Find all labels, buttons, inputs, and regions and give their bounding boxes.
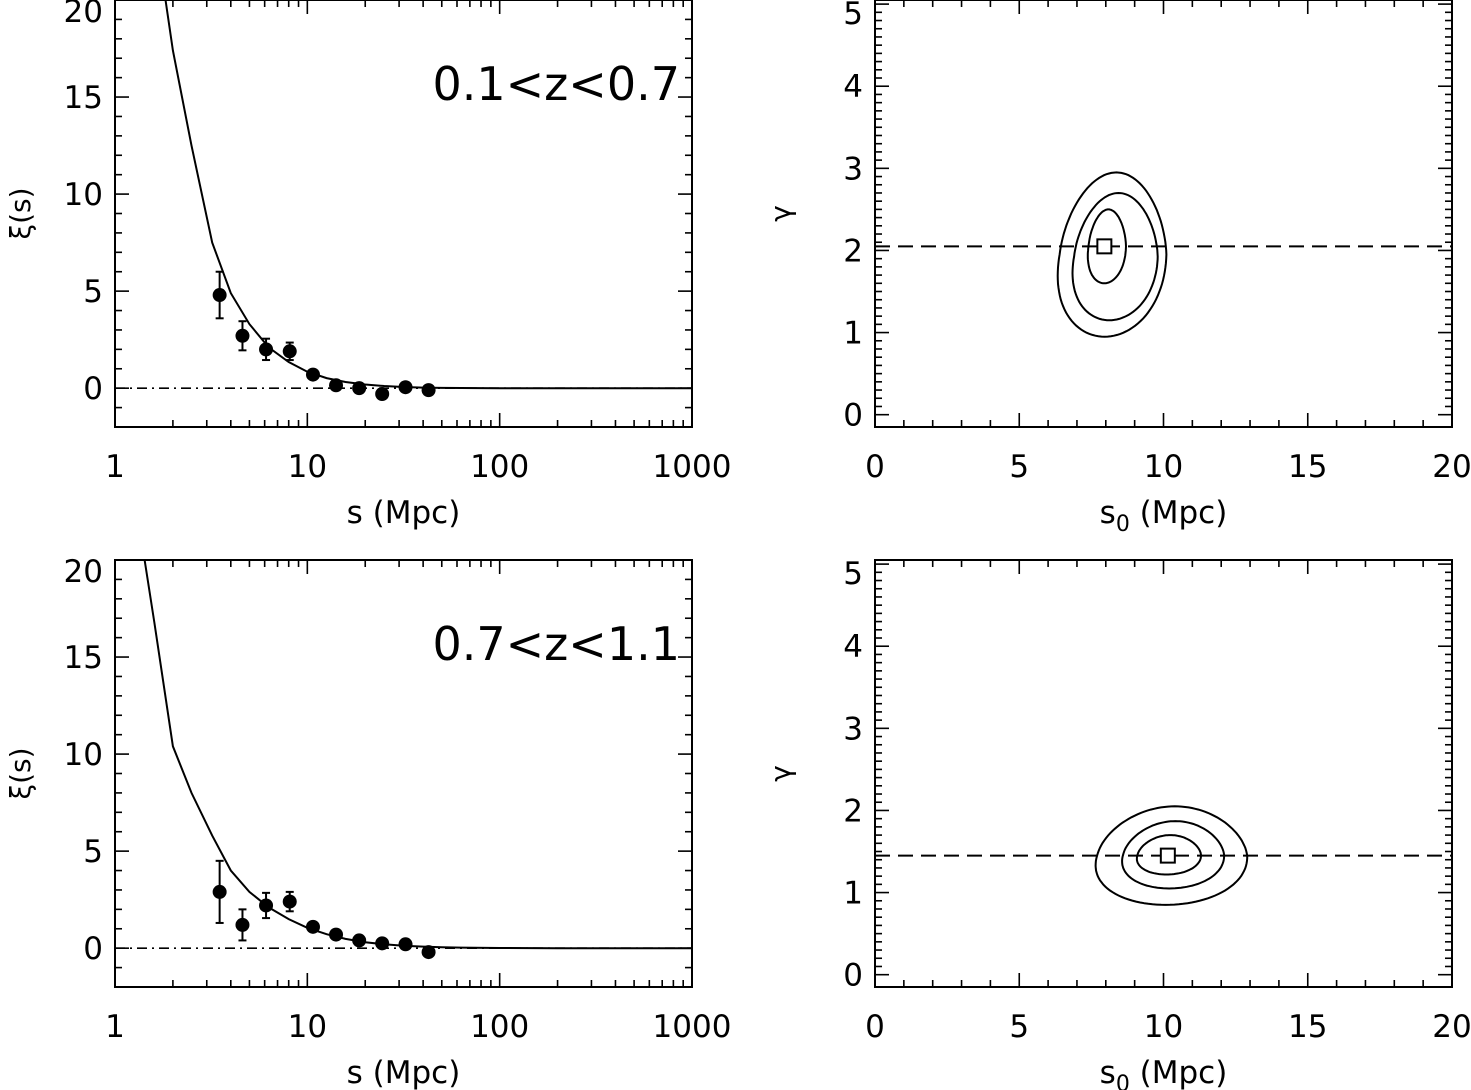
tick-marks — [874, 0, 1453, 427]
data-point — [305, 367, 320, 382]
y-tick-label: 2 — [843, 233, 863, 269]
redshift-annotation: 0.1<z<0.7 — [432, 57, 680, 111]
x-tick-label: 20 — [1432, 1009, 1471, 1045]
x-axis-label-main: s — [1100, 495, 1116, 531]
y-tick-label: 5 — [83, 274, 103, 310]
y-tick-label: 3 — [843, 151, 863, 187]
data-point — [352, 933, 367, 948]
y-axis-label: ξ(s) — [4, 187, 37, 239]
y-tick-label: 15 — [64, 80, 103, 116]
data-point — [398, 937, 413, 952]
x-tick-label: 1000 — [653, 449, 732, 485]
y-tick-label: 1 — [843, 876, 863, 912]
y-tick-label: 5 — [83, 834, 103, 870]
x-tick-label: 10 — [288, 1009, 327, 1045]
y-tick-label: 15 — [64, 640, 103, 676]
data-point — [329, 927, 344, 942]
model-curve — [143, 560, 692, 950]
x-tick-label: 10 — [288, 449, 327, 485]
y-tick-label: 5 — [843, 556, 863, 592]
confidence-contour — [1056, 171, 1168, 338]
confidence-contour — [1121, 820, 1226, 890]
x-tick-label: 1 — [105, 1009, 125, 1045]
confidence-contour — [1071, 191, 1159, 322]
data-point — [235, 328, 250, 343]
x-tick-label: 5 — [1009, 1009, 1029, 1045]
y-tick-label: 5 — [843, 0, 863, 32]
data-point — [375, 936, 390, 951]
y-tick-label: 0 — [843, 398, 863, 434]
redshift-annotation: 0.7<z<1.1 — [432, 617, 680, 671]
y-tick-label: 3 — [843, 711, 863, 747]
data-point — [212, 884, 227, 899]
data-point — [212, 288, 227, 303]
data-point — [282, 344, 297, 359]
tick-marks — [874, 560, 1453, 987]
y-tick-label: 2 — [843, 793, 863, 829]
plot-frame — [874, 0, 1453, 428]
y-tick-label: 4 — [843, 629, 863, 665]
x-axis-label: s (Mpc) — [347, 1055, 461, 1090]
data-point — [421, 945, 436, 960]
data-point — [329, 378, 344, 393]
data-point — [352, 381, 367, 396]
x-tick-label: 15 — [1288, 1009, 1327, 1045]
x-axis-label-subscript: 0 — [1116, 512, 1130, 537]
x-axis-label-subscript: 0 — [1116, 1072, 1130, 1090]
x-tick-label: 100 — [470, 1009, 529, 1045]
data-point — [259, 898, 274, 913]
x-tick-label: 15 — [1288, 449, 1327, 485]
x-tick-label: 10 — [1144, 449, 1183, 485]
y-axis-label: ξ(s) — [4, 747, 37, 799]
data-point — [375, 387, 390, 402]
x-tick-label: 10 — [1144, 1009, 1183, 1045]
y-tick-label: 10 — [64, 737, 103, 773]
data-point — [235, 917, 250, 932]
x-axis-label-unit: (Mpc) — [1130, 1055, 1228, 1090]
y-tick-label: 1 — [843, 316, 863, 352]
best-fit-marker — [1159, 847, 1176, 864]
confidence-contour — [1094, 805, 1249, 906]
y-axis-label: γ — [764, 765, 797, 782]
y-tick-label: 20 — [64, 0, 103, 30]
data-layer — [115, 0, 692, 402]
y-tick-label: 4 — [843, 69, 863, 105]
data-point — [421, 383, 436, 398]
plot-frame — [874, 559, 1453, 988]
x-axis-label-unit: (Mpc) — [1130, 495, 1228, 531]
data-layer — [875, 805, 1452, 906]
best-fit-marker — [1096, 238, 1113, 255]
x-tick-label: 20 — [1432, 449, 1471, 485]
y-tick-label: 10 — [64, 177, 103, 213]
x-axis-label-main: s — [1100, 1055, 1116, 1090]
data-point — [282, 894, 297, 909]
confidence-contour — [1086, 208, 1128, 285]
data-layer — [875, 171, 1452, 338]
y-tick-label: 0 — [843, 958, 863, 994]
y-tick-label: 0 — [83, 371, 103, 407]
x-axis-label: s (Mpc) — [347, 495, 461, 531]
x-tick-label: 0 — [865, 1009, 885, 1045]
data-point — [259, 342, 274, 357]
x-tick-label: 0 — [865, 449, 885, 485]
y-tick-label: 0 — [83, 931, 103, 967]
x-tick-label: 100 — [470, 449, 529, 485]
data-point — [305, 919, 320, 934]
x-tick-label: 1 — [105, 449, 125, 485]
x-axis-label: s0 (Mpc) — [1100, 495, 1228, 537]
panel-bottom-left: 1 10 100 1000 0 5 10 15 20 s (Mpc) ξ(s) 0.7<z<1.1 — [4, 554, 732, 1090]
x-tick-label: 1000 — [653, 1009, 732, 1045]
data-point — [398, 380, 413, 395]
x-axis-label: s0 (Mpc) — [1100, 1055, 1228, 1090]
y-axis-label: γ — [764, 205, 797, 222]
x-tick-label: 5 — [1009, 449, 1029, 485]
y-tick-label: 20 — [64, 554, 103, 590]
data-layer — [115, 560, 692, 960]
tick-marks — [114, 559, 693, 988]
confidence-contour — [1135, 834, 1202, 876]
panel-top-left: 1 10 100 1000 0 5 10 15 20 s (Mpc) ξ(s) 0.1<z<0.7 — [4, 0, 731, 531]
